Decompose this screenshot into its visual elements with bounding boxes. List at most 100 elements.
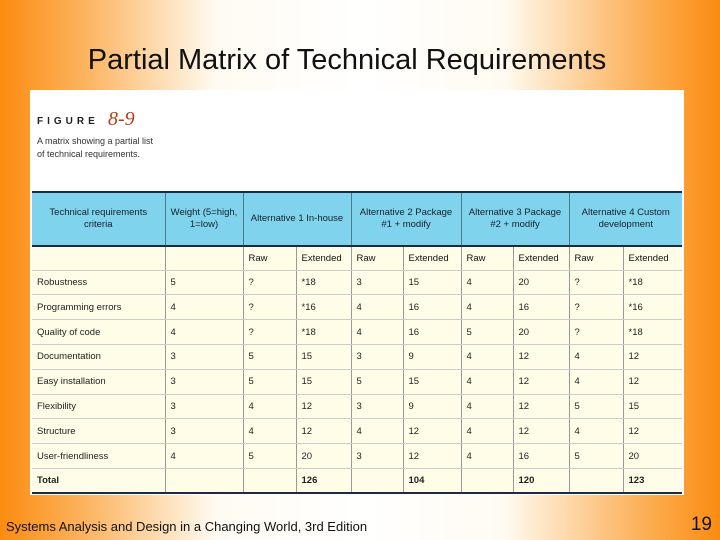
- subheader-cell: Raw: [569, 245, 624, 271]
- value-cell: 4: [351, 294, 404, 321]
- value-cell: 9: [403, 344, 462, 370]
- value-cell: 4: [461, 344, 514, 370]
- value-cell: 5: [243, 443, 297, 470]
- criteria-cell: Total: [32, 468, 166, 495]
- subheader-blank: [32, 245, 166, 271]
- value-cell: ?: [243, 294, 297, 321]
- header-criteria: Technical requirements criteria: [32, 192, 166, 246]
- value-cell: 16: [513, 443, 570, 470]
- value-cell: *18: [296, 319, 352, 346]
- value-cell: 4: [165, 294, 244, 321]
- table-row: Structure 3 4 12 4 12 4 12 4 12: [32, 418, 683, 445]
- criteria-cell: Documentation: [32, 344, 166, 370]
- value-cell: 4: [351, 418, 404, 445]
- value-cell: [243, 468, 297, 495]
- value-cell: 20: [513, 270, 570, 296]
- value-cell: 3: [351, 443, 404, 470]
- header-alternative-1: Alternative 1 In-house: [243, 192, 352, 246]
- value-cell: 3: [165, 394, 244, 420]
- value-cell: 3: [351, 270, 404, 296]
- value-cell: 15: [296, 344, 352, 370]
- value-cell: 20: [513, 319, 570, 346]
- value-cell: 20: [623, 443, 683, 470]
- value-cell: 4: [243, 394, 297, 420]
- value-cell: *16: [296, 294, 352, 321]
- slide-title: Partial Matrix of Technical Requirements: [87, 44, 607, 76]
- header-weight: Weight (5=high, 1=low): [165, 192, 244, 246]
- value-cell: 9: [403, 394, 462, 420]
- value-cell: [351, 468, 404, 495]
- table-row: User-friendliness 4 5 20 3 12 4 16 5 20: [32, 443, 683, 470]
- subheader-cell: Extended: [403, 245, 462, 271]
- value-cell: 5: [243, 369, 297, 395]
- value-cell: [569, 468, 624, 495]
- total-row: Total 126 104 120 123: [32, 468, 683, 495]
- figure-caption: A matrix showing a partial list of techn…: [37, 136, 154, 159]
- figure-panel: FIGURE 8-9 A matrix showing a partial li…: [30, 90, 684, 495]
- value-cell: 5: [243, 344, 297, 370]
- value-cell: 4: [569, 344, 624, 370]
- header-row: Technical requirements criteria Weight (…: [32, 192, 683, 246]
- value-cell: 3: [351, 394, 404, 420]
- value-cell: 4: [569, 369, 624, 395]
- value-cell: 16: [513, 294, 570, 321]
- value-cell: 5: [165, 270, 244, 296]
- value-cell: 4: [461, 294, 514, 321]
- figure-label: FIGURE: [37, 116, 99, 127]
- value-cell: 4: [351, 319, 404, 346]
- value-cell: 12: [623, 418, 683, 445]
- value-cell: 12: [513, 344, 570, 370]
- value-cell: 15: [403, 270, 462, 296]
- value-cell: [461, 468, 514, 495]
- value-cell: 5: [569, 443, 624, 470]
- criteria-cell: Easy installation: [32, 369, 166, 395]
- subheader-cell: Extended: [296, 245, 352, 271]
- value-cell: 12: [623, 369, 683, 395]
- requirements-matrix: Technical requirements criteria Weight (…: [32, 191, 683, 495]
- value-cell: 20: [296, 443, 352, 470]
- value-cell: 4: [461, 369, 514, 395]
- subheader-cell: Raw: [351, 245, 404, 271]
- value-cell: 5: [351, 369, 404, 395]
- page-number: 19: [690, 514, 712, 535]
- value-cell: 12: [513, 369, 570, 395]
- value-cell: 15: [403, 369, 462, 395]
- value-cell: 4: [461, 418, 514, 445]
- value-cell: 16: [403, 294, 462, 321]
- value-cell: 120: [513, 468, 570, 495]
- value-cell: 12: [513, 394, 570, 420]
- value-cell: 4: [461, 394, 514, 420]
- value-cell: ?: [569, 319, 624, 346]
- value-cell: 12: [403, 443, 462, 470]
- value-cell: 3: [165, 369, 244, 395]
- criteria-cell: User-friendliness: [32, 443, 166, 470]
- value-cell: [165, 468, 244, 495]
- value-cell: 12: [513, 418, 570, 445]
- value-cell: 12: [296, 394, 352, 420]
- header-alternative-4: Alternative 4 Custom development: [569, 192, 683, 246]
- value-cell: 4: [165, 319, 244, 346]
- value-cell: ?: [569, 270, 624, 296]
- value-cell: 126: [296, 468, 352, 495]
- subheader-blank: [165, 245, 244, 271]
- subheader-cell: Extended: [623, 245, 683, 271]
- table-row: Easy installation 3 5 15 5 15 4 12 4 12: [32, 369, 683, 395]
- subheader-cell: Raw: [461, 245, 514, 271]
- value-cell: 4: [461, 443, 514, 470]
- value-cell: 4: [461, 270, 514, 296]
- subheader-cell: Raw: [243, 245, 297, 271]
- table-row: Programming errors 4? *16 4 16 4 16? *16: [32, 294, 683, 321]
- value-cell: 3: [165, 344, 244, 370]
- value-cell: ?: [569, 294, 624, 321]
- value-cell: 3: [165, 418, 244, 445]
- table-row: Quality of code 4? *18 4 16 5 20? *18: [32, 319, 683, 346]
- value-cell: 12: [296, 418, 352, 445]
- value-cell: 3: [351, 344, 404, 370]
- value-cell: 4: [165, 443, 244, 470]
- value-cell: 123: [623, 468, 683, 495]
- table-row: Flexibility 3 4 12 3 9 4 12 5 15: [32, 394, 683, 420]
- header-alternative-3: Alternative 3 Package #2 + modify: [461, 192, 570, 246]
- value-cell: 15: [296, 369, 352, 395]
- value-cell: *18: [623, 270, 683, 296]
- value-cell: *18: [296, 270, 352, 296]
